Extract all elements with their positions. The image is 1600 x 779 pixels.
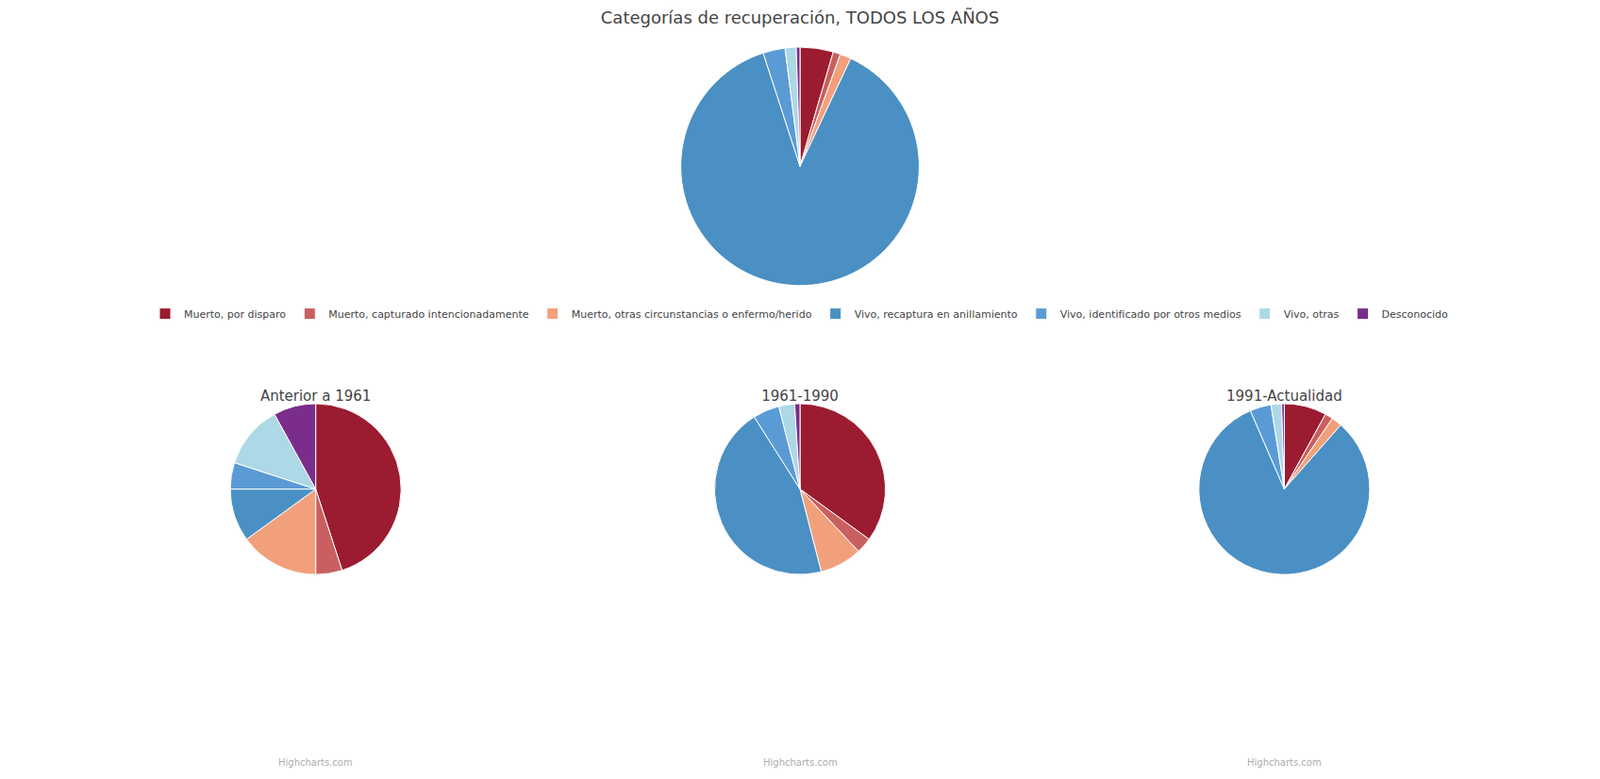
svg-text:Muerto, otras circunstancias o: Muerto, otras circunstancias o enfermo/h… <box>571 308 813 321</box>
svg-text:Categorías de recuperación, TO: Categorías de recuperación, TODOS LOS AÑ… <box>600 7 1000 28</box>
svg-text:1991-Actualidad: 1991-Actualidad <box>1226 387 1343 405</box>
svg-text:Vivo, identificado por otros m: Vivo, identificado por otros medios <box>1060 308 1242 321</box>
svg-text:Desconocido: Desconocido <box>1382 308 1450 321</box>
svg-text:Vivo, recaptura en anillamient: Vivo, recaptura en anillamiento <box>854 308 1018 321</box>
svg-text:Highcharts.com: Highcharts.com <box>1247 757 1322 768</box>
svg-text:Highcharts.com: Highcharts.com <box>763 757 838 768</box>
svg-text:Muerto, por disparo: Muerto, por disparo <box>183 308 286 321</box>
svg-text:1961-1990: 1961-1990 <box>761 387 839 405</box>
svg-text:Vivo, otras: Vivo, otras <box>1283 308 1340 321</box>
svg-text:Muerto, capturado intencionada: Muerto, capturado intencionadamente <box>328 308 529 321</box>
svg-text:Anterior a 1961: Anterior a 1961 <box>260 387 371 405</box>
svg-text:Highcharts.com: Highcharts.com <box>278 757 353 768</box>
